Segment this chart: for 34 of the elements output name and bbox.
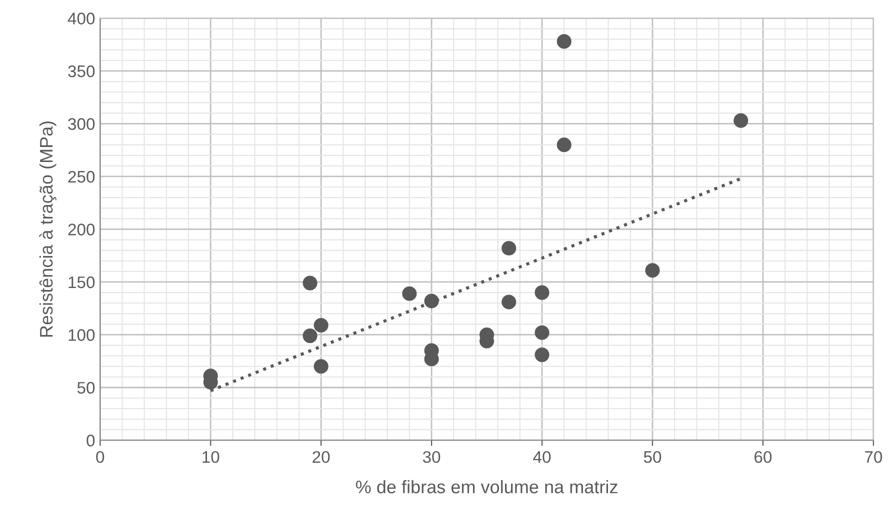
point bbox=[314, 318, 328, 333]
point bbox=[402, 286, 417, 301]
x-tick-label: 70 bbox=[865, 451, 882, 463]
y-axis-title: Resistência à tração (MPa) bbox=[39, 121, 56, 337]
point bbox=[302, 328, 318, 344]
x-tick-label: 10 bbox=[202, 451, 220, 463]
point bbox=[556, 34, 572, 49]
x-tick-label: 60 bbox=[754, 451, 772, 463]
point bbox=[424, 294, 439, 308]
point bbox=[534, 285, 550, 300]
point bbox=[534, 348, 550, 362]
x-tick-label: 30 bbox=[422, 451, 440, 463]
point bbox=[302, 276, 318, 290]
point bbox=[645, 263, 660, 278]
point bbox=[502, 240, 516, 256]
x-tick-label: 40 bbox=[533, 451, 551, 463]
y-tick-label: 150 bbox=[68, 276, 95, 288]
point bbox=[502, 294, 516, 310]
point bbox=[314, 359, 328, 374]
y-tick-label: 300 bbox=[68, 118, 95, 130]
x-tick-label: 0 bbox=[96, 451, 104, 463]
y-tick-label: 0 bbox=[86, 434, 95, 446]
y-tick-label: 400 bbox=[68, 12, 95, 24]
x-tick-label: 50 bbox=[644, 451, 662, 463]
point bbox=[556, 138, 572, 152]
point bbox=[534, 325, 550, 340]
y-tick-label: 350 bbox=[68, 65, 95, 78]
x-tick-label: 20 bbox=[312, 451, 330, 463]
y-tick-label: 200 bbox=[68, 224, 95, 236]
y-tick-label: 100 bbox=[68, 329, 95, 341]
y-tick-label: 50 bbox=[77, 382, 95, 394]
x-axis-title: % de fibras em volume na matriz bbox=[356, 480, 618, 494]
y-tick-label: 250 bbox=[68, 170, 95, 183]
point bbox=[734, 113, 748, 128]
